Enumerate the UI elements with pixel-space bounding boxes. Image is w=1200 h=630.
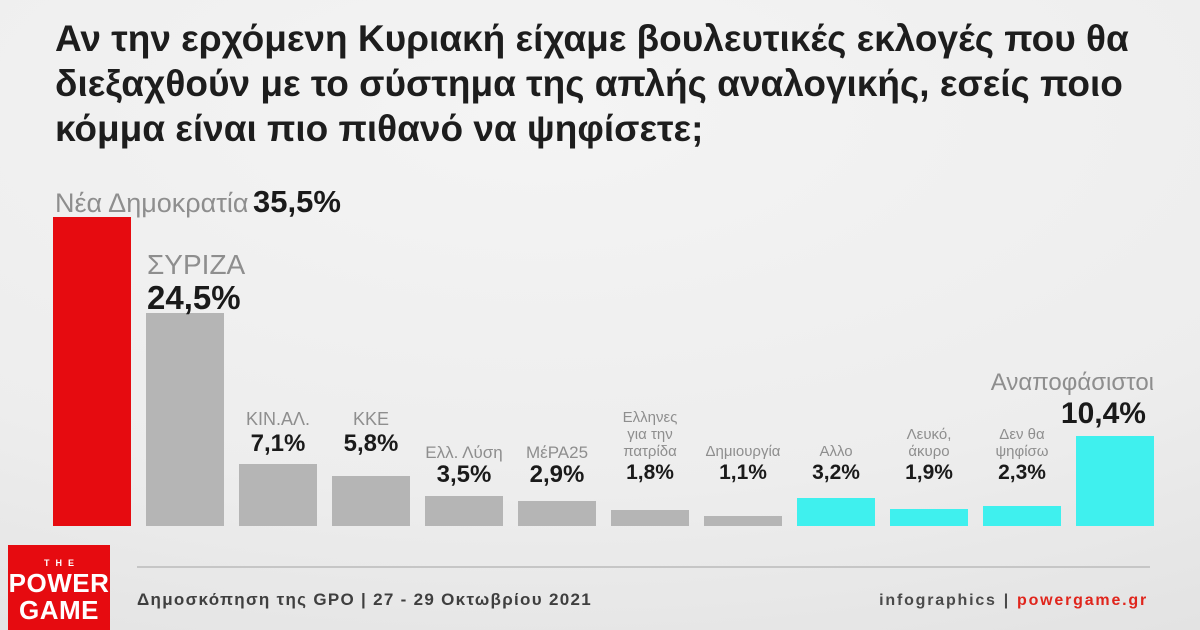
party-name: Αναποφάσιστοι bbox=[990, 369, 1154, 396]
title-line-2: διεξαχθούν με το σύστημα της απλής αναλο… bbox=[55, 63, 1123, 104]
bar-4 bbox=[332, 476, 410, 526]
bar-9 bbox=[797, 498, 875, 526]
party-name: Ελληνες bbox=[622, 409, 678, 426]
party-value: 1,1% bbox=[719, 461, 767, 484]
party-value: 10,4% bbox=[1060, 397, 1146, 430]
party-name: ΚΚΕ bbox=[352, 409, 390, 429]
bar-11 bbox=[983, 506, 1061, 526]
credit-line: infographics | powergame.gr bbox=[879, 592, 1148, 610]
party-name: Νέα Δημοκρατία bbox=[55, 188, 249, 218]
party-name: Δεν θα bbox=[999, 426, 1045, 443]
credit-separator: | bbox=[1003, 592, 1011, 609]
party-name: για την bbox=[627, 426, 673, 443]
bar-label-4: ΚΚΕ 5,8% bbox=[301, 409, 441, 457]
party-name: Λευκό, bbox=[906, 426, 952, 443]
party-name: Δημιουργία bbox=[705, 443, 781, 460]
party-name: πατρίδα bbox=[623, 443, 677, 460]
bar-12 bbox=[1076, 436, 1154, 526]
party-value: 1,9% bbox=[905, 461, 953, 484]
party-name: Αλλο bbox=[819, 443, 853, 460]
party-name: ΣΥΡΙΖΑ bbox=[147, 249, 246, 280]
bar-label-12: Αναποφάσιστοι 10,4% bbox=[991, 369, 1154, 431]
bar-5 bbox=[425, 496, 503, 526]
bar-label-2: ΣΥΡΙΖΑ 24,5% bbox=[147, 249, 245, 316]
party-value: 3,5% bbox=[436, 461, 492, 488]
bar-3 bbox=[239, 464, 317, 526]
party-name: ψηφίσω bbox=[995, 443, 1049, 460]
credit-infographics-label: infographics bbox=[879, 592, 997, 609]
credit-site-text: powergame.gr bbox=[1017, 592, 1148, 609]
bar-label-1: Νέα Δημοκρατία 35,5% bbox=[55, 184, 341, 220]
bar-2 bbox=[146, 313, 224, 526]
title-line-1: Αν την ερχόμενη Κυριακή είχαμε βουλευτικ… bbox=[55, 18, 1129, 59]
bar-label-6: ΜέΡΑ25 2,9% bbox=[487, 443, 627, 488]
party-value: 2,9% bbox=[529, 461, 585, 488]
bar-8 bbox=[704, 516, 782, 526]
party-name: ΜέΡΑ25 bbox=[525, 443, 589, 462]
party-value: 24,5% bbox=[147, 279, 241, 316]
party-value: 3,2% bbox=[812, 461, 860, 484]
poll-source-text: Δημοσκόπηση της GPO | 27 - 29 Οκτωβρίου … bbox=[137, 590, 592, 609]
party-value: 2,3% bbox=[998, 461, 1046, 484]
logo-the-text: THE bbox=[44, 558, 80, 568]
bar-label-8: Δημιουργία 1,1% bbox=[673, 443, 813, 485]
bar-label-5: Ελλ. Λύση 3,5% bbox=[394, 443, 534, 488]
logo-power-text: POWER bbox=[8, 568, 110, 598]
bar-label-9: Αλλο 3,2% bbox=[766, 443, 906, 485]
bar-label-11: Δεν θα ψηφίσω 2,3% bbox=[952, 426, 1092, 485]
party-value: 35,5% bbox=[252, 184, 341, 219]
bar-6 bbox=[518, 501, 596, 526]
party-value: 1,8% bbox=[626, 461, 674, 484]
party-name: ΚΙΝ.ΑΛ. bbox=[245, 409, 311, 429]
powergame-logo: THE POWER GAME bbox=[8, 545, 110, 630]
bar-label-10: Λευκό, άκυρο 1,9% bbox=[859, 426, 999, 485]
logo-game-text: GAME bbox=[19, 595, 99, 625]
title-line-3: κόμμα είναι πιο πιθανό να ψηφίσετε; bbox=[55, 108, 704, 149]
party-value: 5,8% bbox=[343, 430, 399, 457]
bar-label-3: ΚΙΝ.ΑΛ. 7,1% bbox=[208, 409, 348, 457]
party-name: άκυρο bbox=[908, 443, 950, 460]
page-title: Αν την ερχόμενη Κυριακή είχαμε βουλευτικ… bbox=[55, 16, 1129, 151]
bar-label-7: Ελληνες για την πατρίδα 1,8% bbox=[580, 409, 720, 485]
party-name: Ελλ. Λύση bbox=[425, 443, 503, 462]
bar-10 bbox=[890, 509, 968, 526]
bar-1 bbox=[53, 217, 131, 526]
party-value: 7,1% bbox=[250, 430, 306, 457]
footer-divider bbox=[137, 566, 1150, 568]
bar-7 bbox=[611, 510, 689, 526]
